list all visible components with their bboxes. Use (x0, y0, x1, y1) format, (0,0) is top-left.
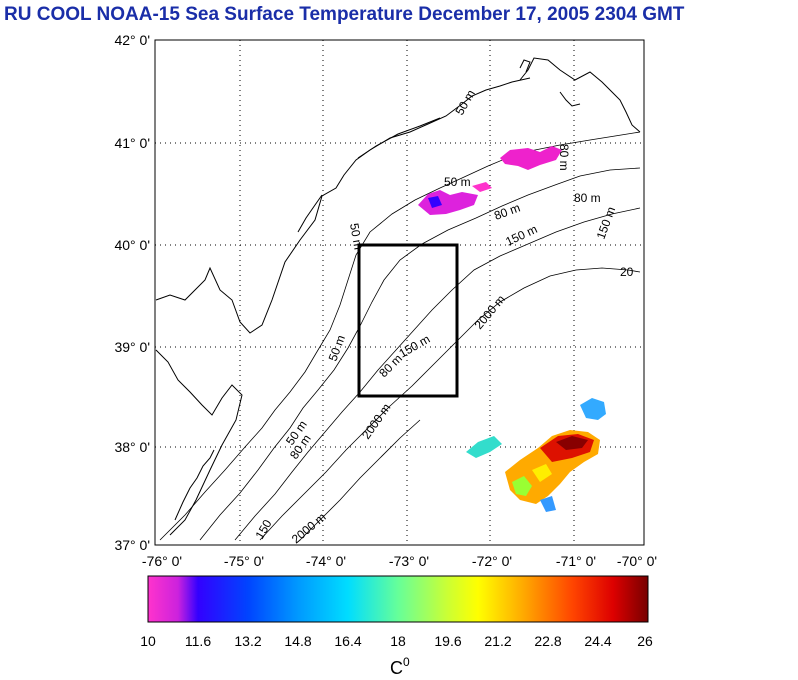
coastline (155, 57, 641, 536)
colorbar-tick: 22.8 (534, 633, 561, 649)
colorbar-tick: 18 (390, 633, 406, 649)
sst-patch-north-blue (428, 196, 442, 208)
contour-label: 80 m (574, 191, 601, 205)
colorbar-tick: 10 (140, 633, 156, 649)
lat-label: 40° 0' (114, 237, 150, 253)
colorbar-ticks: 10 11.6 13.2 14.8 16.4 18 19.6 21.2 22.8… (140, 633, 653, 649)
lon-label: -72° 0' (472, 553, 512, 569)
lon-label: -70° 0' (617, 553, 657, 569)
lon-label: -74° 0' (306, 553, 346, 569)
colorbar (147, 575, 649, 623)
contour-label: 50 m (347, 222, 365, 251)
latitude-labels: 42° 0' 41° 0' 40° 0' 39° 0' 38° 0' 37° 0… (114, 32, 150, 553)
study-area-box (357, 243, 459, 398)
sst-patch-north-center (418, 190, 478, 215)
lon-label: -75° 0' (224, 553, 264, 569)
lon-label: -71° 0' (556, 553, 596, 569)
colorbar-tick: 26 (637, 633, 653, 649)
colorbar-tick: 13.2 (234, 633, 261, 649)
sst-patches (418, 146, 606, 512)
sst-patch-north-east (500, 146, 562, 170)
lon-label: -73° 0' (389, 553, 429, 569)
page-title: RU COOL NOAA-15 Sea Surface Temperature … (4, 4, 685, 25)
colorbar-tick: 21.2 (484, 633, 511, 649)
colorbar-unit-sup: 0 (403, 655, 410, 669)
colorbar-tick: 24.4 (584, 633, 611, 649)
colorbar-unit: C0 (390, 655, 410, 678)
lat-label: 41° 0' (114, 135, 150, 151)
longitude-labels: -76° 0' -75° 0' -74° 0' -73° 0' -72° 0' … (142, 553, 657, 569)
colorbar-tick: 19.6 (434, 633, 461, 649)
sst-patch-south-yellow (532, 464, 552, 482)
sst-patch-south-blue (540, 496, 556, 512)
colorbar-tick: 14.8 (284, 633, 311, 649)
lat-label: 37° 0' (114, 537, 150, 553)
colorbar-unit-letter: C (390, 658, 403, 678)
colorbar-tick: 16.4 (334, 633, 361, 649)
lat-label: 39° 0' (114, 339, 150, 355)
lat-label: 38° 0' (114, 439, 150, 455)
contour-label: 50 m (444, 175, 471, 189)
sst-patch-north-small (472, 182, 492, 192)
sst-patch-south-edge (580, 398, 606, 420)
colorbar-tick: 11.6 (185, 633, 211, 649)
sst-patch-south-dark (556, 436, 588, 450)
lon-label: -76° 0' (142, 553, 182, 569)
contour-label: 80 m (557, 144, 571, 171)
sst-patch-south-cyan (466, 436, 502, 458)
contour-label: 20 (620, 265, 634, 279)
sst-patch-south-green (512, 476, 532, 496)
lat-label: 42° 0' (114, 32, 150, 48)
